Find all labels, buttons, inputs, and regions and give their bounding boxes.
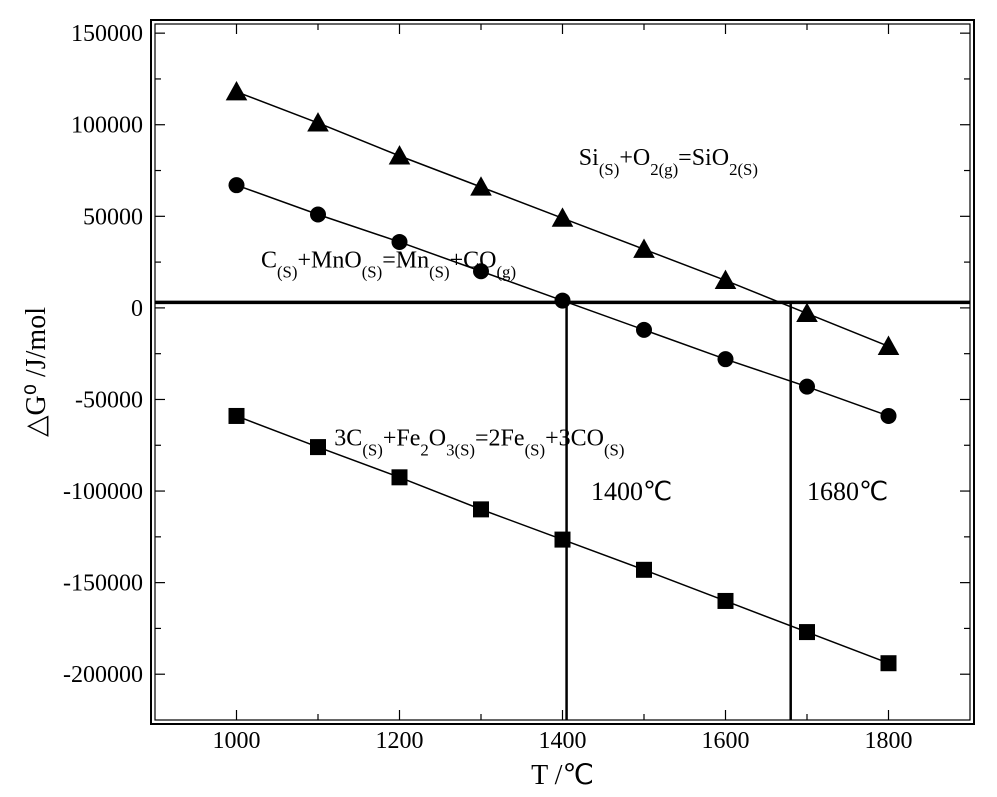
marker-fe2o3: [881, 655, 897, 671]
x-tick-label: 1000: [213, 728, 261, 754]
x-tick-label: 1800: [865, 728, 913, 754]
marker-fe2o3: [636, 562, 652, 578]
marker-mno: [555, 293, 571, 309]
marker-mno: [718, 351, 734, 367]
marker-fe2o3: [473, 501, 489, 517]
y-tick-label: 0: [131, 296, 143, 322]
marker-fe2o3: [392, 469, 408, 485]
y-tick-label: -200000: [63, 662, 143, 688]
marker-mno: [310, 206, 326, 222]
marker-fe2o3: [310, 439, 326, 455]
x-tick-label: 1600: [702, 728, 750, 754]
x-tick-label: 1400: [539, 728, 587, 754]
marker-fe2o3: [555, 532, 571, 548]
chart-bg: [0, 0, 997, 797]
marker-mno: [636, 322, 652, 338]
marker-mno: [229, 177, 245, 193]
anno-1680: 1680℃: [807, 477, 888, 506]
anno-1400: 1400℃: [591, 477, 672, 506]
x-axis-label: T /℃: [531, 760, 594, 791]
y-tick-label: 50000: [83, 204, 143, 230]
y-tick-label: 100000: [71, 113, 143, 139]
gibbs-energy-chart: 1000 1200 1400 1600 1800 -200000 -150000 -10000…: [0, 0, 997, 797]
marker-fe2o3: [229, 408, 245, 424]
y-tick-label: -150000: [63, 571, 143, 597]
marker-mno: [881, 408, 897, 424]
marker-fe2o3: [718, 593, 734, 609]
marker-mno: [799, 379, 815, 395]
y-tick-label: -100000: [63, 479, 143, 505]
y-tick-label: -50000: [75, 387, 143, 413]
y-axis-label: △G⁰ /J/mol: [21, 307, 52, 437]
chart-container: 1000 1200 1400 1600 1800 -200000 -150000 -10000…: [0, 0, 997, 797]
marker-fe2o3: [799, 624, 815, 640]
x-tick-label: 1200: [376, 728, 424, 754]
y-tick-label: 150000: [71, 21, 143, 47]
